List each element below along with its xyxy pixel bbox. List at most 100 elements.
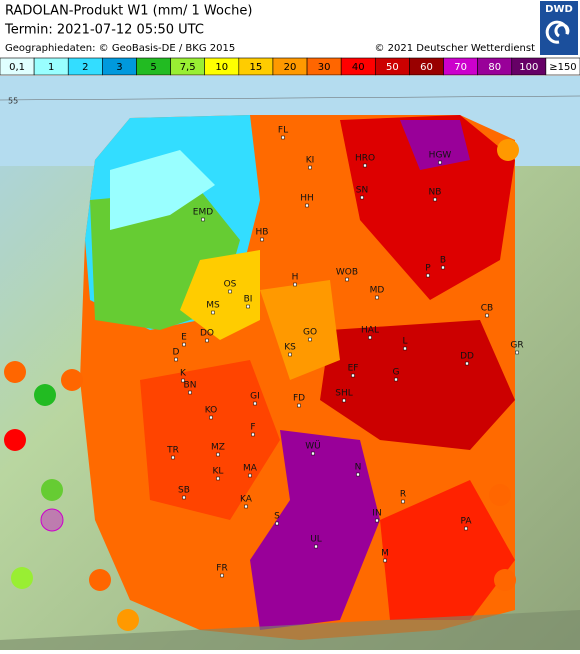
city-dot [433, 197, 437, 202]
radar-composite [4, 115, 519, 640]
city-label: NB [429, 188, 442, 198]
graticule-label: 55 [8, 97, 18, 106]
city-label: GR [510, 341, 523, 351]
city-label: KI [306, 156, 315, 166]
city-label: FR [216, 564, 227, 574]
city-dot [515, 350, 519, 355]
city-dot [401, 499, 405, 504]
city-dot [188, 390, 192, 395]
legend-label: 3 [116, 62, 122, 73]
city-label: FL [278, 126, 288, 136]
dwd-logo [540, 1, 578, 55]
city-label: WOB [336, 268, 358, 278]
city-label: BN [184, 381, 197, 391]
city-label: MS [206, 301, 220, 311]
city-dot [211, 310, 215, 315]
city-dot [438, 160, 442, 165]
city-dot [275, 521, 279, 526]
legend-label: 15 [250, 62, 263, 73]
city-dot [248, 473, 252, 478]
city-label: HAL [361, 326, 379, 336]
city-label: MD [370, 286, 385, 296]
city-dot [465, 361, 469, 366]
city-label: WÜ [305, 441, 321, 452]
city-dot [345, 277, 349, 282]
city-dot [281, 135, 285, 140]
legend-label: 20 [284, 62, 297, 73]
city-label: EMD [193, 208, 213, 218]
geodata-credit: Geographiedaten: © GeoBasis-DE / BKG 201… [5, 43, 235, 54]
city-label: IN [372, 509, 381, 519]
city-dot [342, 398, 346, 403]
city-label: KS [284, 343, 296, 353]
city-dot [368, 335, 372, 340]
city-dot [297, 403, 301, 408]
city-dot [216, 452, 220, 457]
termin: Termin: 2021-07-12 05:50 UTC [4, 23, 204, 38]
city-dot [441, 265, 445, 270]
legend-label: 30 [318, 62, 331, 73]
city-label: D [173, 348, 180, 358]
city-dot [228, 289, 232, 294]
city-dot [305, 203, 309, 208]
legend-label: 70 [454, 62, 467, 73]
city-dot [351, 373, 355, 378]
city-dot [201, 217, 205, 222]
city-dot [375, 295, 379, 300]
city-label: K [180, 369, 187, 379]
city-dot [485, 313, 489, 318]
city-dot [308, 337, 312, 342]
alps [0, 610, 580, 650]
city-dot [314, 544, 318, 549]
city-label: P [425, 264, 431, 274]
graticule-line [0, 95, 580, 101]
city-dot [363, 163, 367, 168]
city-dot [174, 357, 178, 362]
city-label: OS [224, 280, 237, 290]
city-label: HGW [429, 151, 452, 161]
city-dot [260, 237, 264, 242]
city-label: F [250, 423, 255, 433]
title: RADOLAN-Produkt W1 (mm/ 1 Woche) [5, 4, 252, 19]
city-label: B [440, 256, 446, 266]
city-label: H [292, 273, 299, 283]
city-label: CB [481, 304, 493, 314]
copyright: © 2021 Deutscher Wetterdienst [374, 43, 535, 54]
legend-label: 10 [215, 62, 228, 73]
city-label: SN [356, 186, 368, 196]
city-dot [253, 401, 257, 406]
city-dot [394, 377, 398, 382]
city-label: MZ [211, 443, 225, 453]
city-dot [360, 195, 364, 200]
city-dot [244, 504, 248, 509]
city-dot [251, 432, 255, 437]
dwd-logo-text: DWD [545, 4, 573, 15]
city-label: S [274, 512, 280, 522]
legend-label: 40 [352, 62, 365, 73]
city-label: DD [460, 352, 474, 362]
city-dot [216, 476, 220, 481]
city-label: PA [460, 517, 472, 527]
city-dot [171, 455, 175, 460]
legend-label: ≥150 [549, 62, 576, 73]
city-label: KA [240, 495, 253, 505]
city-label: TR [166, 446, 179, 456]
city-label: HRO [355, 154, 375, 164]
legend-label: 80 [488, 62, 501, 73]
city-label: UL [310, 535, 322, 545]
city-dot [308, 165, 312, 170]
city-label: M [381, 549, 389, 559]
city-dot [220, 573, 224, 578]
city-label: SHL [335, 389, 353, 399]
city-label: FD [293, 394, 305, 404]
city-label: G [393, 368, 400, 378]
city-dot [383, 558, 387, 563]
city-dot [182, 342, 186, 347]
city-label: E [181, 333, 187, 343]
header-bg [0, 0, 580, 58]
city-label: MA [243, 464, 258, 474]
city-label: HH [300, 194, 314, 204]
city-label: GI [250, 392, 260, 402]
city-dot [205, 338, 209, 343]
